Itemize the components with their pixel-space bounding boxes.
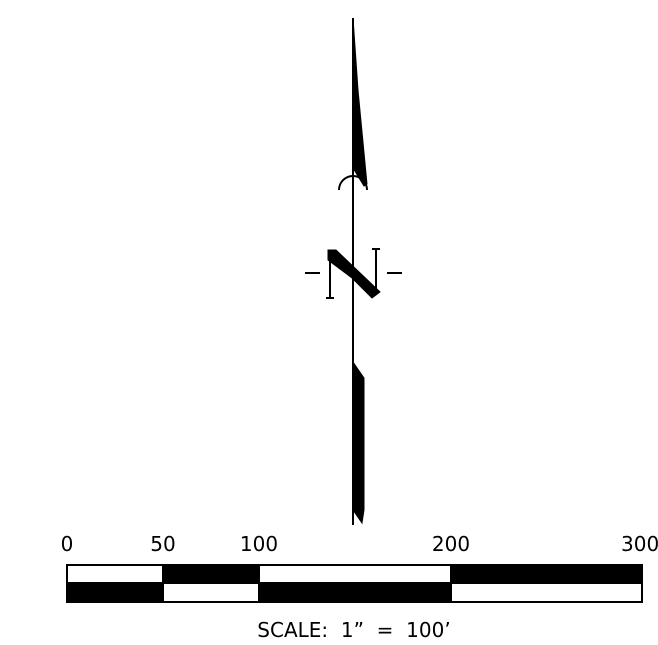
scale-tick-label-200: 200: [432, 532, 470, 556]
north-arrow-upper-barb: [352, 17, 368, 187]
scale-segment-bottom-200-300: [450, 582, 643, 603]
scale-tick-label-50: 50: [150, 532, 175, 556]
scale-caption: SCALE: 1” = 100’: [257, 618, 450, 642]
scale-segment-bottom-50-100: [162, 582, 260, 603]
scale-segment-top-100-200: [258, 564, 452, 584]
scale-segment-bottom-0-50: [66, 582, 164, 603]
scale-tick-label-100: 100: [240, 532, 278, 556]
scale-tick-label-300: 300: [621, 532, 658, 556]
scale-segment-bottom-100-200: [258, 582, 452, 603]
scale-segment-top-0-50: [66, 564, 164, 584]
north-arrow: N: [305, 17, 402, 525]
scale-bar: 0 50 100 200 300 SCALE: 1” = 100’: [61, 532, 658, 642]
scale-tick-label-0: 0: [61, 532, 74, 556]
scale-segment-top-200-300: [450, 564, 643, 584]
north-arrow-lower-tail: [352, 360, 365, 525]
scale-segment-top-50-100: [162, 564, 260, 584]
north-letter-glyph: [326, 248, 381, 299]
north-arrow-hook: [338, 175, 368, 191]
